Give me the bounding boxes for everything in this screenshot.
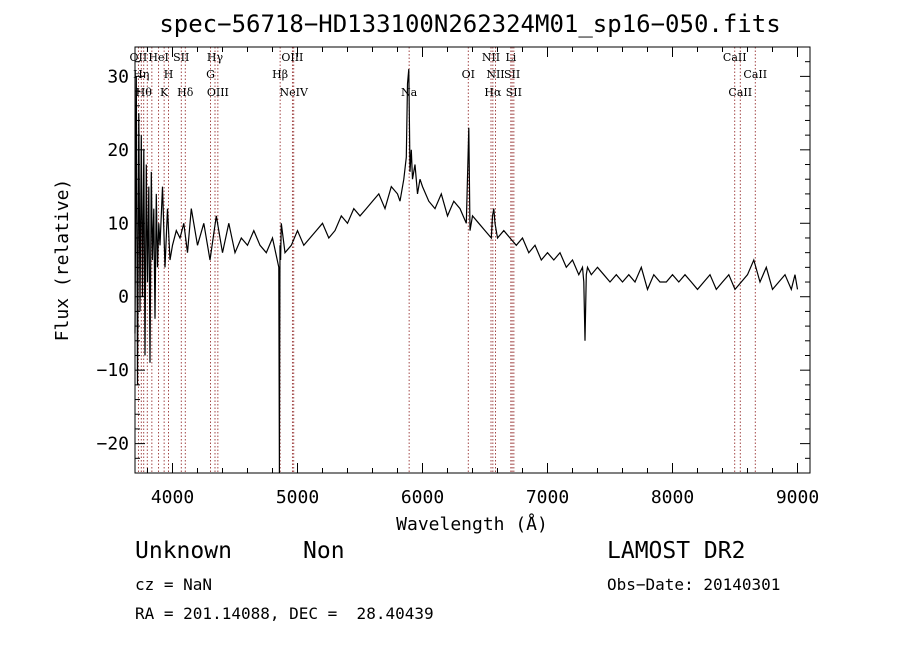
x-tick-label: 6000 <box>401 487 444 508</box>
x-axis-ticks: 4000 5000 6000 7000 8000 9000 <box>147 47 819 508</box>
plot-frame <box>134 46 811 474</box>
x-axis-label: Wavelength (Å) <box>396 513 548 535</box>
x-tick-label: 5000 <box>276 487 319 508</box>
y-axis-label: Flux (relative) <box>52 179 73 342</box>
line-label-8: SII <box>173 51 189 64</box>
observation-date: Obs−Date: 20140301 <box>607 575 781 594</box>
line-label-14: OIII <box>281 51 303 64</box>
line-label-10: G <box>206 68 215 81</box>
spectrum-line <box>134 68 799 474</box>
line-label-23: SII <box>506 86 522 99</box>
line-label-25: CaII <box>728 86 752 99</box>
line-label-6: K <box>160 86 169 99</box>
object-class: Unknown <box>135 538 232 564</box>
line-label-13: Hβ <box>272 68 288 81</box>
line-label-1: Hη <box>133 68 149 81</box>
y-tick-label: −10 <box>96 360 129 381</box>
line-label-15: NeIV <box>280 86 309 99</box>
y-tick-label: −20 <box>96 434 129 455</box>
line-label-12: OIII <box>207 86 229 99</box>
survey-name: LAMOST DR2 <box>607 538 746 564</box>
line-label-5: HeI <box>148 51 168 64</box>
line-label-19: Hα <box>484 86 502 99</box>
y-tick-label: 10 <box>107 213 129 234</box>
line-label-7: H <box>164 68 174 81</box>
y-tick-label: 30 <box>107 66 129 87</box>
spectral-line-markers <box>137 47 756 473</box>
x-tick-label: 8000 <box>651 487 694 508</box>
line-label-11: Hγ <box>207 51 224 64</box>
coordinates: RA = 201.14088, DEC = 28.40439 <box>135 604 434 623</box>
chart-title: spec−56718−HD133100N262324M01_sp16−050.f… <box>159 10 780 38</box>
line-label-22: SII <box>504 68 520 81</box>
line-label-17: OI <box>462 68 475 81</box>
y-axis-ticks: −20 −10 0 10 20 30 <box>96 46 810 459</box>
line-label-21: Li <box>505 51 516 64</box>
line-label-2: Hθ <box>136 86 153 99</box>
line-label-18: NII <box>482 51 500 64</box>
object-subclass: Non <box>303 538 345 564</box>
y-tick-label: 20 <box>107 140 129 161</box>
line-label-26: CaII <box>743 68 767 81</box>
line-label-0: OII <box>130 51 148 64</box>
x-tick-label: 9000 <box>776 487 819 508</box>
x-tick-label: 7000 <box>526 487 569 508</box>
x-tick-label: 4000 <box>151 487 194 508</box>
line-label-24: CaII <box>723 51 747 64</box>
line-label-9: Hδ <box>177 86 194 99</box>
redshift-cz: cz = NaN <box>135 575 213 594</box>
y-tick-label: 0 <box>118 287 129 308</box>
line-label-20: NII <box>486 68 504 81</box>
